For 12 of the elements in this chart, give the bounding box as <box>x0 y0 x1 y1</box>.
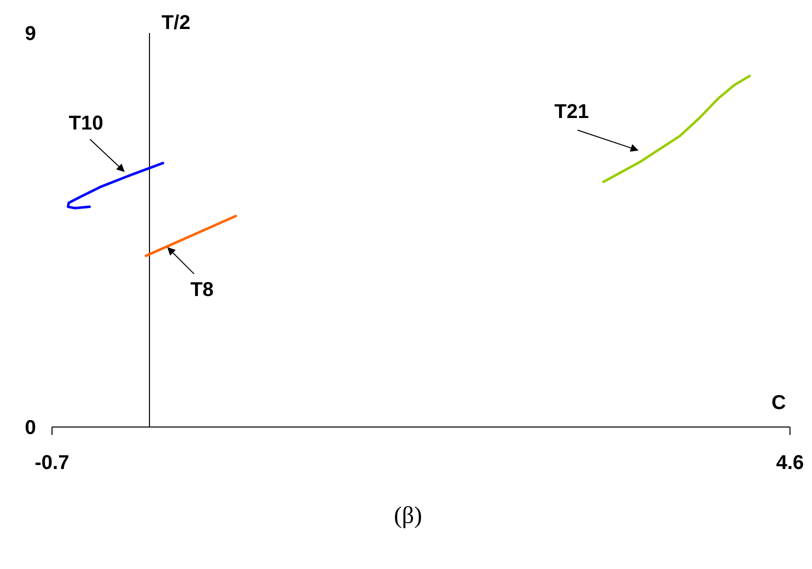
y-axis-title: T/2 <box>161 12 190 34</box>
text: T10 <box>68 112 104 134</box>
y-tick-label: 9 <box>24 23 36 46</box>
text: T21 <box>554 101 589 124</box>
line-series <box>602 74 751 184</box>
x-tick-label: -0.7 <box>34 452 70 474</box>
y-tick-label: 0 <box>24 417 36 440</box>
x-axis-title: C <box>772 392 786 414</box>
series-label: T8 <box>190 278 214 301</box>
text: (β) <box>392 503 424 530</box>
line-series <box>66 162 164 210</box>
x-tick-label: 4.6 <box>776 452 804 474</box>
